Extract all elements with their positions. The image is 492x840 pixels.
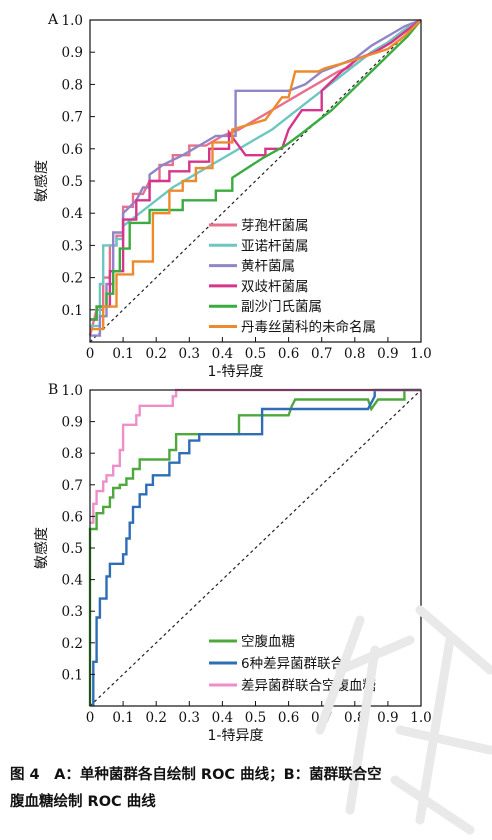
- x-tick-label: 0.5: [245, 710, 266, 726]
- y-tick-label: 0.8: [62, 77, 83, 93]
- figure-caption: 图 4 A：单种菌群各自绘制 ROC 曲线；B：菌群联合空 腹血糖绘制 ROC …: [10, 762, 480, 816]
- x-tick-label: 0: [86, 710, 95, 726]
- legend-label: 副沙门氏菌属: [241, 299, 322, 315]
- x-tick-label: 0.8: [344, 346, 365, 362]
- panel-label: A: [47, 12, 59, 28]
- y-tick-label: 0.7: [62, 478, 83, 494]
- y-tick-label: 0.2: [62, 271, 83, 287]
- legend-label: 黄杆菌属: [241, 259, 295, 275]
- y-tick-label: 0.5: [62, 541, 83, 557]
- legend-label: 6种差异菌群联合: [241, 656, 345, 672]
- y-tick-label: 0.3: [62, 238, 83, 254]
- x-axis-label: 1-特异度: [208, 364, 264, 380]
- panel-label: B: [48, 382, 58, 398]
- y-tick-label: 0.2: [62, 636, 83, 652]
- roc-curve-1: [88, 388, 421, 706]
- x-tick-label: 0.9: [377, 346, 398, 362]
- roc-curve-2: [92, 388, 421, 706]
- legend-label: 差异菌群联合空腹血糖: [241, 677, 376, 694]
- y-tick-label: 0.4: [62, 573, 83, 589]
- x-tick-label: 0.1: [112, 346, 133, 362]
- roc-curve-4: [90, 19, 422, 321]
- roc-curve-6: [90, 19, 422, 331]
- x-tick-label: 0.6: [278, 346, 299, 362]
- legend-label: 亚诺杆菌属: [241, 238, 309, 254]
- reference-diagonal-line: [89, 19, 422, 343]
- y-tick-label: 0.9: [62, 415, 83, 431]
- x-tick-label: 0.5: [245, 346, 266, 362]
- y-tick-label: 0.9: [62, 45, 83, 61]
- x-tick-label: 0.2: [145, 346, 166, 362]
- x-tick-label: 0.2: [145, 710, 166, 726]
- panel-a-roc-chart: 0 0.1 0.2 0.3 0.4 0.5 0.6 0.7 0.8 0.9 1.0 0.1 0.2 0.3…: [33, 12, 432, 380]
- x-tick-label: 0.3: [179, 710, 200, 726]
- y-tick-label: 0.5: [62, 174, 83, 190]
- x-tick-label: 1.0: [410, 346, 431, 362]
- x-tick-label: 0.7: [311, 710, 332, 726]
- x-tick-label: 1.0: [410, 710, 431, 726]
- y-tick-label: 0.8: [62, 446, 83, 462]
- y-tick-label: 0.1: [62, 667, 83, 683]
- y-tick-label: 0.7: [62, 110, 83, 126]
- y-tick-label: 0.6: [62, 142, 83, 158]
- x-tick-label: 0.8: [344, 710, 365, 726]
- x-tick-label: 0.4: [212, 710, 233, 726]
- x-tick-label: 0.7: [311, 346, 332, 362]
- roc-curve-3: [90, 388, 421, 524]
- caption-line-2: 腹血糖绘制 ROC 曲线: [10, 794, 156, 810]
- panel-b-roc-chart: 0 0.1 0.2 0.3 0.4 0.5 0.6 0.7 0.8 0.9 1.0 0.1 0.2 0.3…: [33, 382, 432, 744]
- x-tick-label: 0: [86, 346, 95, 362]
- roc-curve-5: [90, 19, 422, 321]
- legend-label: 空腹血糖: [241, 633, 295, 650]
- y-tick-label: 0.3: [62, 604, 83, 620]
- x-tick-label: 0.1: [112, 710, 133, 726]
- x-tick-label: 0.3: [179, 346, 200, 362]
- y-tick-label: 0.1: [62, 303, 83, 319]
- x-tick-label: 0.6: [278, 710, 299, 726]
- y-tick-label: 1.0: [62, 383, 83, 399]
- legend-label: 芽孢杆菌属: [241, 218, 309, 234]
- x-tick-label: 0.4: [212, 346, 233, 362]
- caption-line-1: 图 4 A：单种菌群各自绘制 ROC 曲线；B：菌群联合空: [10, 767, 382, 783]
- y-tick-label: 1.0: [62, 13, 83, 29]
- x-tick-label: 0.9: [377, 710, 398, 726]
- reference-diagonal-line: [89, 389, 422, 707]
- y-tick-label: 0.4: [62, 206, 83, 222]
- y-axis-label: 敏感度: [33, 160, 50, 202]
- x-axis-label: 1-特异度: [208, 728, 264, 744]
- legend-label: 丹毒丝菌科的未命名属: [241, 319, 376, 336]
- legend-label: 双歧杆菌属: [241, 279, 309, 295]
- y-tick-label: 0.6: [62, 509, 83, 525]
- y-axis-label: 敏感度: [33, 527, 50, 569]
